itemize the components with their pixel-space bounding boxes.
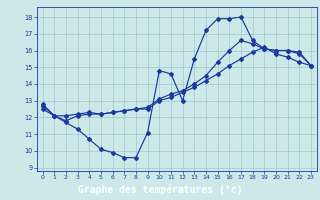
Text: Graphe des températures (°c): Graphe des températures (°c) <box>78 185 242 195</box>
